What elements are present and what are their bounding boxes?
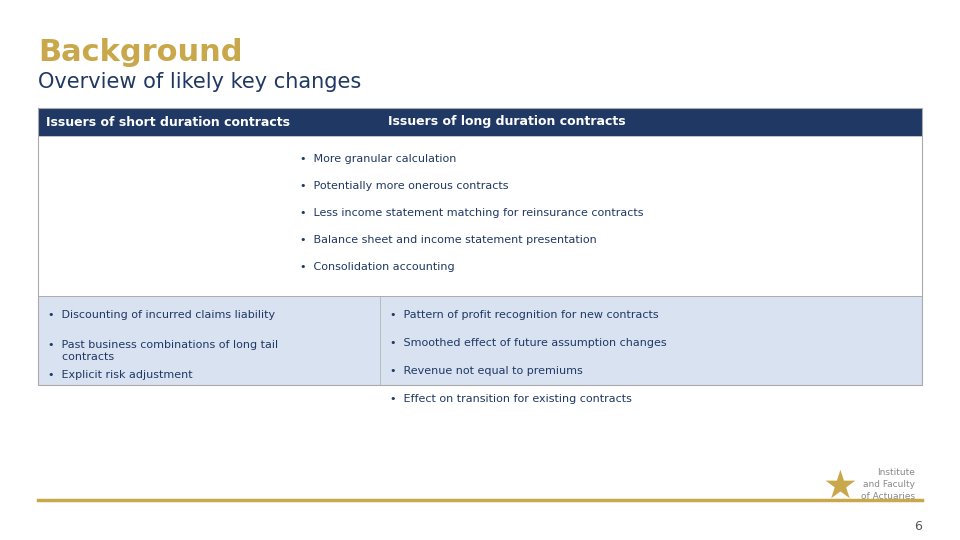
Text: •  More granular calculation: • More granular calculation bbox=[300, 154, 456, 164]
Text: •  Consolidation accounting: • Consolidation accounting bbox=[300, 262, 455, 272]
Text: •  Potentially more onerous contracts: • Potentially more onerous contracts bbox=[300, 181, 509, 191]
Text: •  Balance sheet and income statement presentation: • Balance sheet and income statement pre… bbox=[300, 235, 597, 245]
Text: Issuers of long duration contracts: Issuers of long duration contracts bbox=[388, 116, 626, 129]
Text: Issuers of short duration contracts: Issuers of short duration contracts bbox=[46, 116, 290, 129]
Text: Institute
and Faculty
of Actuaries: Institute and Faculty of Actuaries bbox=[861, 468, 915, 501]
Text: Overview of likely key changes: Overview of likely key changes bbox=[38, 72, 361, 92]
Text: •  Discounting of incurred claims liability: • Discounting of incurred claims liabili… bbox=[48, 310, 276, 320]
Bar bbox=[38, 108, 922, 136]
Text: •  Pattern of profit recognition for new contracts: • Pattern of profit recognition for new … bbox=[390, 310, 659, 320]
Text: •  Effect on transition for existing contracts: • Effect on transition for existing cont… bbox=[390, 394, 632, 404]
Text: Background: Background bbox=[38, 38, 243, 67]
Text: •  Explicit risk adjustment: • Explicit risk adjustment bbox=[48, 370, 193, 380]
Text: •  Smoothed effect of future assumption changes: • Smoothed effect of future assumption c… bbox=[390, 338, 666, 348]
Bar bbox=[38, 108, 922, 385]
Text: 6: 6 bbox=[914, 520, 922, 533]
Text: ★: ★ bbox=[823, 468, 857, 506]
Text: •  Past business combinations of long tail
    contracts: • Past business combinations of long tai… bbox=[48, 340, 278, 362]
Bar bbox=[38, 136, 922, 296]
Text: •  Less income statement matching for reinsurance contracts: • Less income statement matching for rei… bbox=[300, 208, 643, 218]
Bar bbox=[38, 296, 922, 385]
Text: •  Revenue not equal to premiums: • Revenue not equal to premiums bbox=[390, 366, 583, 376]
